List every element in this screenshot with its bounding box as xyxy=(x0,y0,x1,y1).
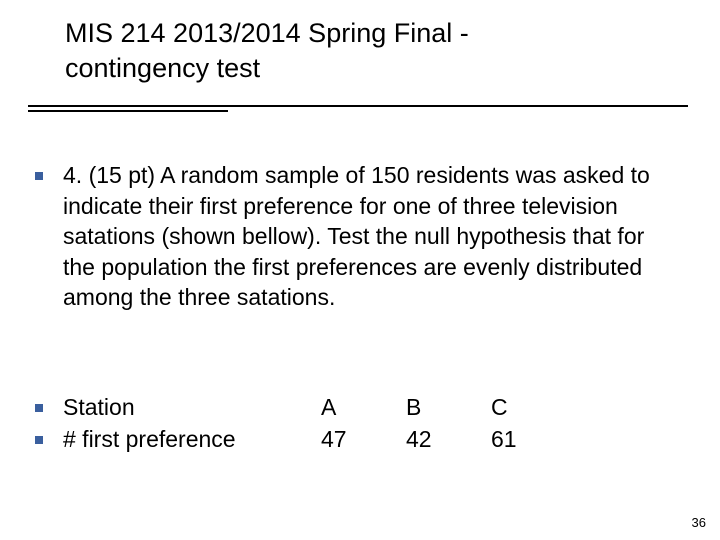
title-line-1: MIS 214 2013/2014 Spring Final - xyxy=(65,18,469,48)
square-bullet-icon xyxy=(35,172,43,180)
table-row-label: Station xyxy=(63,392,321,423)
table-cell: 42 xyxy=(406,424,491,455)
square-bullet-icon xyxy=(35,436,43,444)
square-bullet-icon xyxy=(35,404,43,412)
table-cell: C xyxy=(491,392,576,423)
table-cell: A xyxy=(321,392,406,423)
title-underline-group xyxy=(28,105,690,112)
data-table: Station A B C # first preference 47 42 6… xyxy=(35,392,675,456)
body-content: 4. (15 pt) A random sample of 150 reside… xyxy=(35,160,675,313)
table-cell: 47 xyxy=(321,424,406,455)
table-row-label: # first preference xyxy=(63,424,321,455)
table-cell: 61 xyxy=(491,424,576,455)
title-underline-short xyxy=(28,110,228,112)
list-item: 4. (15 pt) A random sample of 150 reside… xyxy=(35,160,675,313)
page-number: 36 xyxy=(692,515,706,530)
title-line-2: contingency test xyxy=(65,53,260,83)
slide-title: MIS 214 2013/2014 Spring Final - conting… xyxy=(65,16,675,85)
table-row: # first preference 47 42 61 xyxy=(35,424,675,456)
table-row: Station A B C xyxy=(35,392,675,424)
title-underline-long xyxy=(28,105,688,107)
table-cell: B xyxy=(406,392,491,423)
slide: MIS 214 2013/2014 Spring Final - conting… xyxy=(0,0,720,540)
bullet-text-main: 4. (15 pt) A random sample of 150 reside… xyxy=(63,160,675,313)
